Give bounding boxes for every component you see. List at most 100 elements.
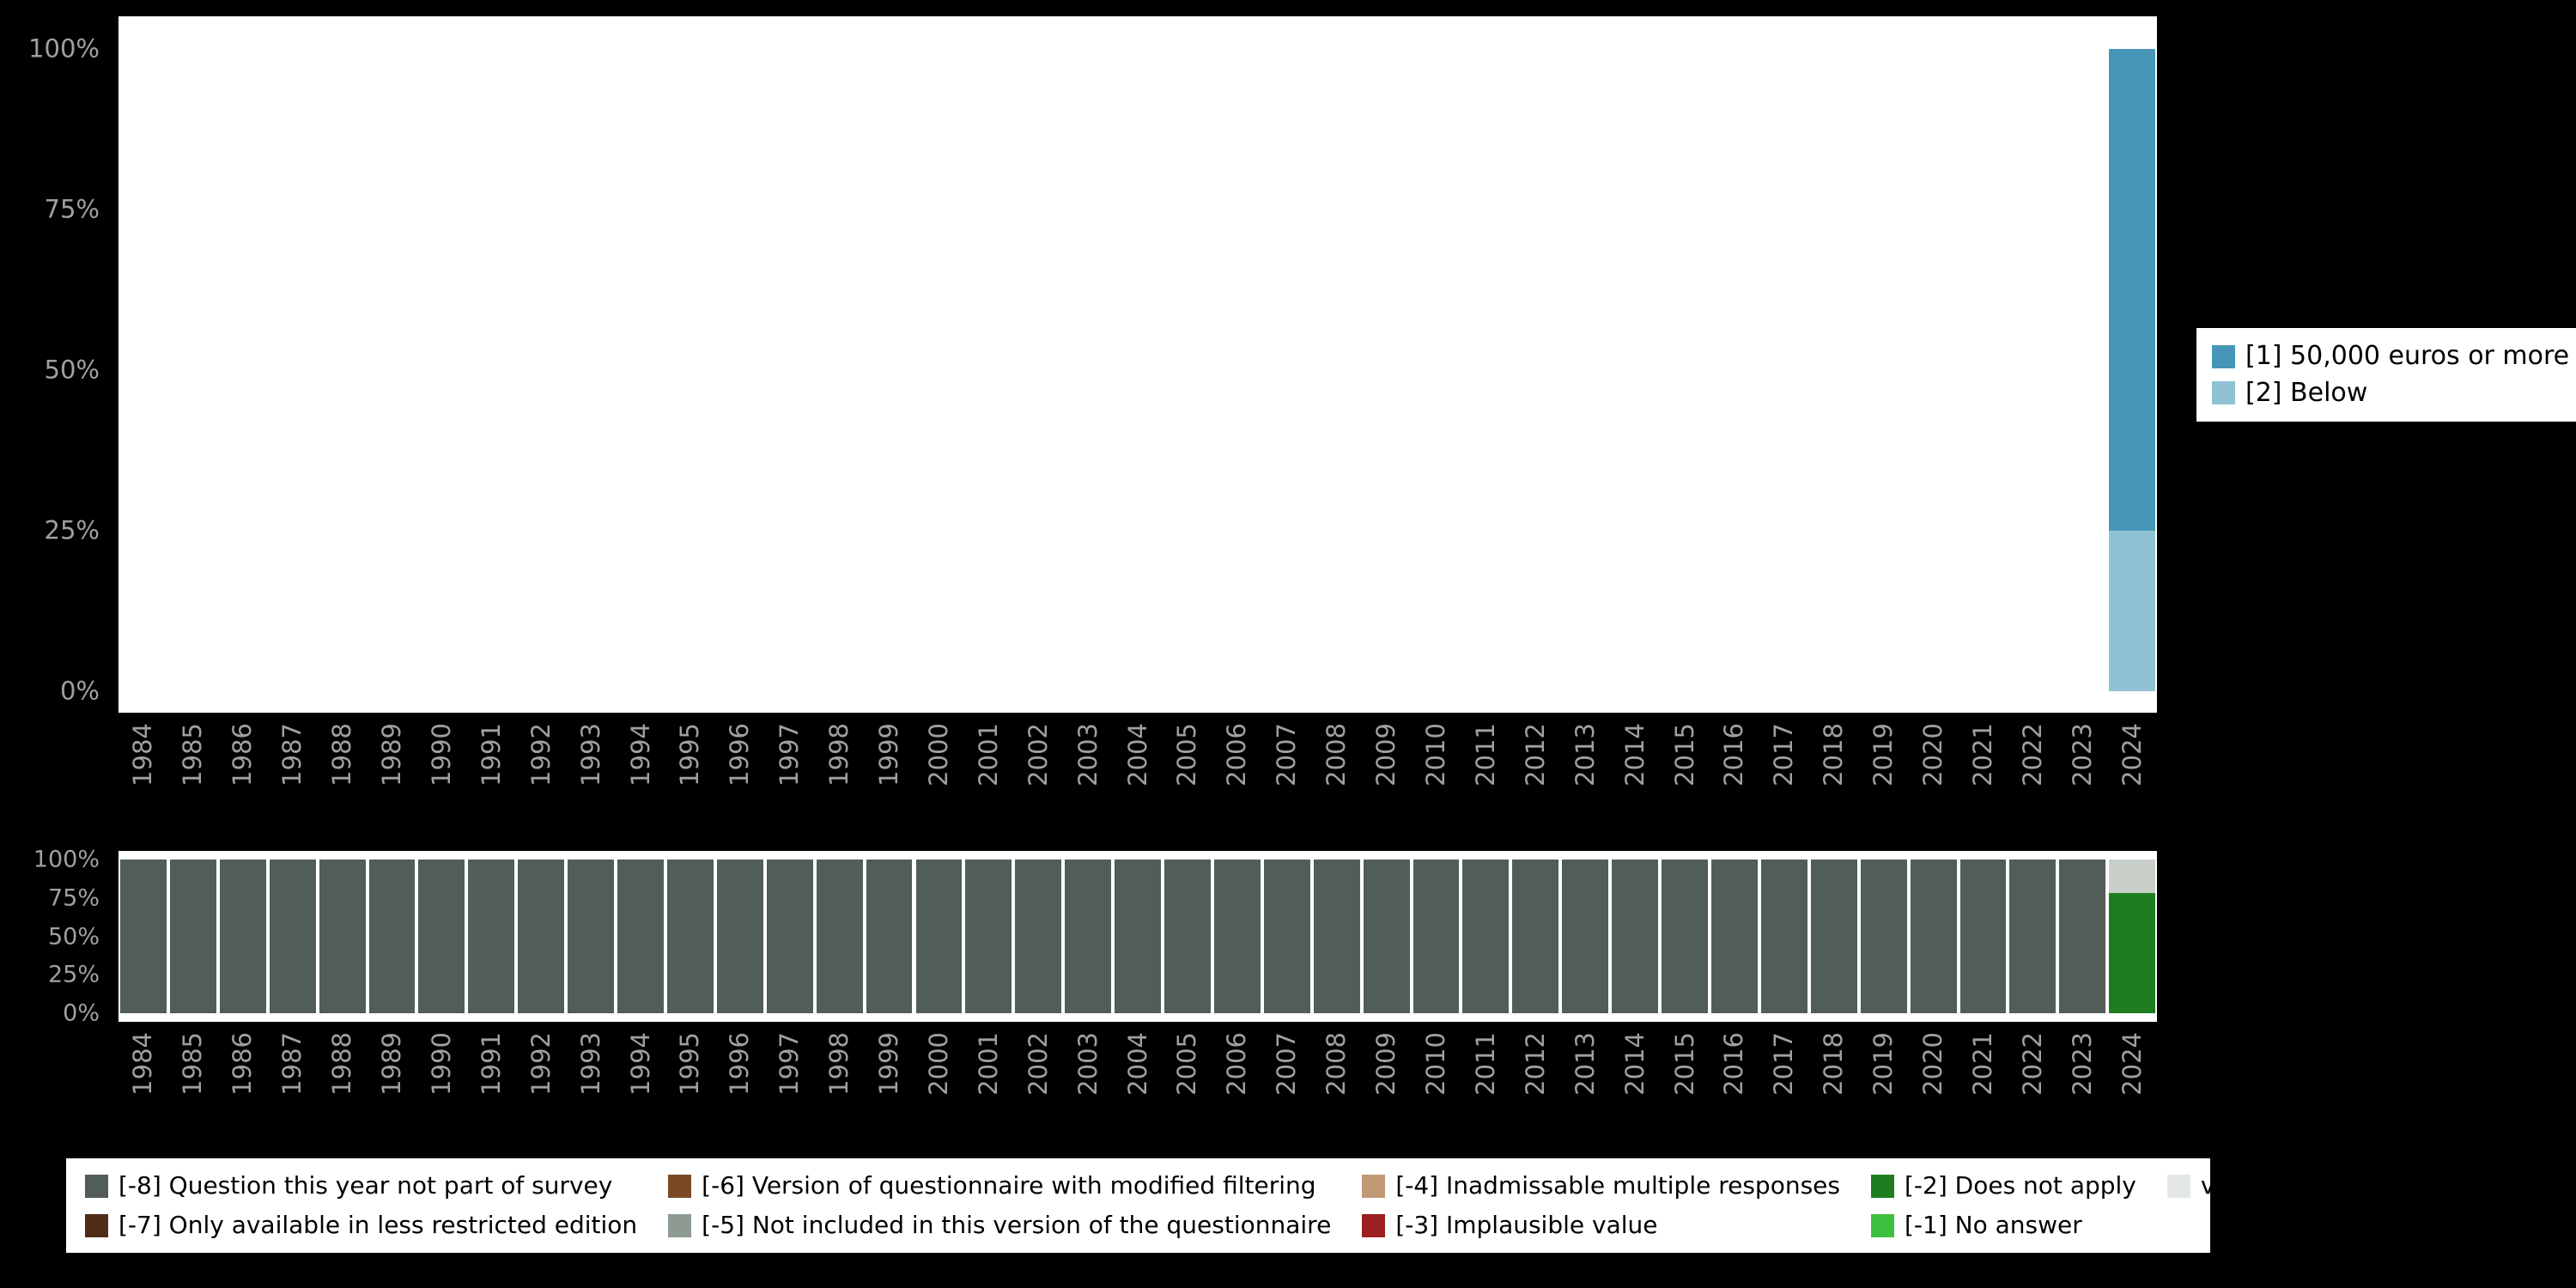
x-tick: 2017 (1759, 1032, 1809, 1144)
bar-1996 (717, 49, 763, 691)
bar-1992 (518, 860, 565, 1013)
bar-1990 (418, 49, 465, 691)
legend-entry: [-6] Version of questionnaire with modif… (668, 1171, 1331, 1200)
bottom-chart-x-axis-labels: 1984 1985 1986 1987 1988 1989 1990 1991 1992 1993… (118, 1032, 2157, 1144)
bar-2010 (1413, 860, 1460, 1013)
x-tick-label: 1994 (625, 723, 655, 787)
bar-slot-2012 (1510, 860, 1560, 1013)
bar-slot-2004 (1113, 860, 1163, 1013)
top-chart-plot-area (118, 16, 2157, 713)
x-tick: 1989 (368, 1032, 417, 1144)
x-tick: 1994 (616, 723, 665, 835)
bar-slot-1996 (715, 860, 765, 1013)
legend-label: [-6] Version of questionnaire with modif… (702, 1171, 1316, 1200)
x-tick: 2002 (1013, 1032, 1063, 1144)
bar-slot-2006 (1212, 860, 1262, 1013)
x-tick: 1985 (168, 1032, 218, 1144)
x-tick: 2014 (1610, 723, 1660, 835)
legend-entry: [-7] Only available in less restricted e… (85, 1211, 637, 1239)
x-tick-label: 1985 (178, 723, 208, 787)
bar-slot-1996 (715, 49, 765, 691)
bar-2014 (1612, 49, 1658, 691)
bar-segment (766, 860, 813, 1013)
x-tick-label: 2021 (1967, 1032, 1997, 1096)
x-tick-label: 2011 (1470, 723, 1500, 787)
bar-segment (568, 860, 615, 1013)
legend-swatch (668, 1174, 692, 1198)
missings-legend: [-8] Question this year not part of surv… (66, 1158, 2210, 1254)
bar-2005 (1164, 49, 1211, 691)
bar-slot-1993 (566, 860, 616, 1013)
x-tick-label: 2001 (973, 1032, 1003, 1096)
bar-slot-1987 (268, 860, 318, 1013)
bar-2015 (1662, 49, 1708, 691)
legend-label: [-3] Implausible value (1395, 1211, 1658, 1240)
bar-slot-1993 (566, 49, 616, 691)
bar-2004 (1115, 49, 1161, 691)
x-tick-label: 2006 (1222, 723, 1252, 787)
bar-2020 (1910, 860, 1957, 1013)
x-tick-label: 2011 (1470, 1032, 1500, 1096)
bar-2021 (1960, 49, 2007, 691)
legend-swatch (1362, 1174, 1386, 1198)
x-tick: 1998 (815, 1032, 865, 1144)
bar-slot-2020 (1909, 860, 1959, 1013)
bar-2004 (1115, 860, 1162, 1013)
bar-slot-2004 (1113, 49, 1163, 691)
x-tick: 1996 (715, 723, 765, 835)
bar-segment (965, 860, 1012, 1013)
bar-segment (2059, 860, 2106, 1013)
x-tick: 2000 (914, 723, 964, 835)
x-tick: 2008 (1312, 1032, 1362, 1144)
values-legend: [1] 50,000 euros or more [2] Below (2196, 328, 2576, 422)
bar-segment (1462, 860, 1510, 1013)
bar-segment (2109, 860, 2156, 894)
bottom-chart-y-axis-labels: 100% 75% 50% 25% 0% (0, 848, 108, 1025)
x-tick-label: 2012 (1520, 723, 1550, 787)
legend-swatch (2166, 1174, 2190, 1198)
y-tick-label: 0% (59, 676, 100, 706)
x-tick-label: 2006 (1222, 1032, 1252, 1096)
top-chart-bars (118, 49, 2157, 691)
bar-2011 (1462, 49, 1509, 691)
x-tick: 1990 (416, 1032, 466, 1144)
x-tick-label: 2002 (1023, 1032, 1053, 1096)
bar-1985 (169, 860, 216, 1013)
x-tick-label: 1987 (277, 723, 307, 787)
bar-slot-1986 (218, 860, 268, 1013)
bar-2006 (1213, 860, 1261, 1013)
bar-2009 (1364, 49, 1410, 691)
bar-1992 (518, 49, 564, 691)
bar-2001 (965, 49, 1012, 691)
x-tick-label: 2019 (1868, 723, 1899, 787)
bar-slot-1985 (168, 860, 218, 1013)
bar-1991 (468, 49, 514, 691)
x-tick: 2008 (1312, 723, 1362, 835)
y-tick-label: 75% (44, 194, 100, 224)
bar-slot-2002 (1013, 860, 1063, 1013)
bar-slot-2024 (2107, 49, 2157, 691)
bar-2023 (2059, 49, 2105, 691)
top-chart-x-axis-labels: 1984 1985 1986 1987 1988 1989 1990 1991 1992 1993… (118, 723, 2157, 835)
legend-swatch (1870, 1213, 1894, 1237)
bar-2022 (2009, 49, 2056, 691)
bar-slot-1999 (865, 49, 914, 691)
bar-segment (120, 860, 167, 1013)
x-tick-label: 1991 (476, 1032, 506, 1096)
legend-entry: [-2] Does not apply (1870, 1171, 2136, 1200)
bar-slot-2016 (1710, 860, 1759, 1013)
x-tick: 1987 (268, 1032, 318, 1144)
bar-slot-2008 (1312, 860, 1362, 1013)
bar-slot-2022 (2008, 860, 2057, 1013)
x-tick-label: 1986 (228, 723, 258, 787)
bar-2005 (1164, 860, 1211, 1013)
y-tick-label: 100% (33, 846, 100, 873)
bar-1987 (270, 49, 316, 691)
y-tick-label: 0% (63, 999, 100, 1027)
bar-2012 (1512, 49, 1558, 691)
bar-2023 (2059, 860, 2106, 1013)
bar-2008 (1313, 860, 1360, 1013)
x-tick: 2015 (1660, 1032, 1710, 1144)
legend-label: [2] Below (2245, 377, 2368, 408)
